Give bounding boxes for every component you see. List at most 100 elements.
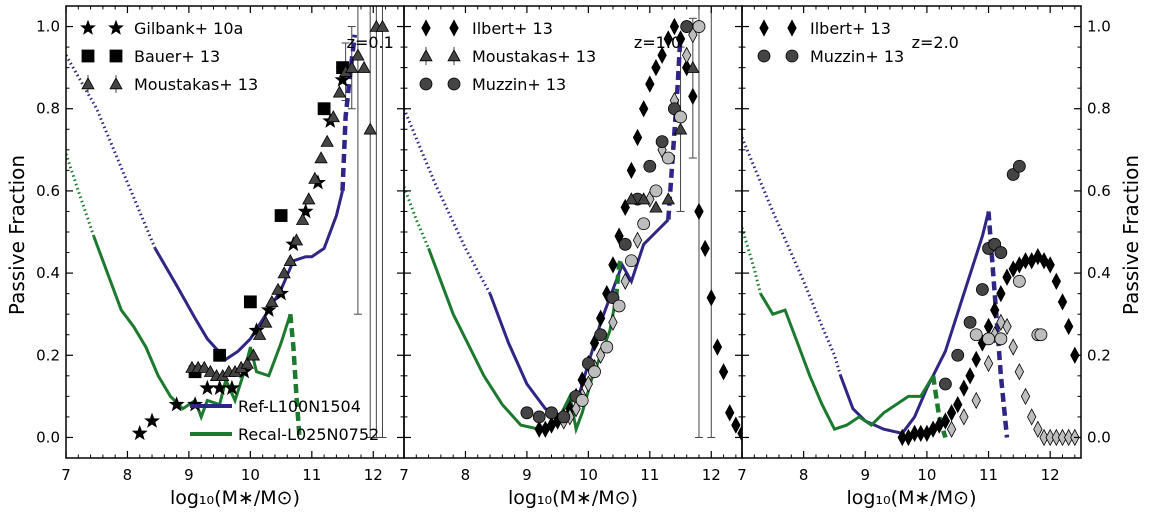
x-axis-label: log₁₀(M∗/M⊙)	[170, 487, 300, 509]
legend-marker	[757, 49, 771, 63]
data-point	[959, 408, 969, 426]
sim-line-solid	[759, 292, 935, 432]
legend-marker	[81, 49, 95, 63]
data-point	[289, 233, 304, 246]
x-tick-label: 12	[702, 466, 721, 484]
data-point	[320, 134, 334, 147]
y-tick-label: 0.8	[1087, 100, 1111, 118]
data-point	[1008, 338, 1018, 356]
data-point	[669, 17, 680, 36]
data-point	[608, 313, 618, 332]
data-point	[994, 332, 1008, 346]
data-point	[618, 237, 632, 251]
x-axis-label: log₁₀(M∗/M⊙)	[508, 487, 638, 509]
data-point	[649, 200, 663, 213]
data-point	[240, 356, 254, 369]
data-point	[983, 354, 994, 373]
legend-sim-label: Ref-L100N1504	[238, 397, 361, 416]
data-point	[131, 424, 148, 441]
data-point	[971, 391, 981, 410]
data-point	[655, 135, 669, 149]
data-point	[645, 75, 655, 93]
data-point	[688, 87, 698, 106]
data-point	[596, 309, 606, 327]
x-tick-label: 10	[917, 466, 936, 484]
data-point	[583, 375, 594, 393]
data-point	[295, 212, 310, 225]
plot-area	[404, 6, 742, 442]
data-point	[700, 239, 710, 258]
data-point	[982, 332, 995, 346]
data-point	[302, 192, 316, 205]
legend-marker	[109, 49, 123, 63]
sim-line-solid	[92, 235, 292, 422]
data-point	[946, 404, 957, 422]
data-point	[675, 30, 686, 48]
x-tick-label: 8	[799, 466, 809, 484]
data-point	[632, 128, 643, 147]
data-point	[575, 394, 589, 407]
data-point	[357, 60, 371, 73]
redshift-label: z=1.0	[634, 33, 681, 52]
legend-label: Bauer+ 13	[134, 47, 220, 66]
data-point	[1057, 293, 1068, 311]
data-point	[571, 400, 581, 418]
legend-marker	[109, 77, 123, 90]
data-point	[1014, 363, 1025, 381]
data-point	[1064, 428, 1074, 447]
legend-marker	[449, 19, 459, 37]
data-point	[1027, 408, 1037, 426]
data-point	[308, 171, 322, 184]
redshift-label: z=0.1	[347, 33, 394, 52]
y-tick-label: 0.8	[36, 100, 60, 118]
data-point	[651, 58, 661, 77]
data-point	[345, 60, 359, 73]
data-point	[588, 365, 601, 379]
data-point	[969, 328, 983, 342]
data-point	[351, 48, 365, 61]
data-point	[274, 209, 288, 222]
data-point	[252, 327, 267, 340]
data-point	[1045, 256, 1055, 274]
x-tick-label: 9	[522, 466, 532, 484]
panel-z01: 7 8 9 10 11 12 0.0 0.2 0.4 0.6 0.8 1.0 log₁₀(M∗/M⊙) z…	[36, 5, 405, 509]
data-point	[731, 416, 741, 434]
panels: 7 8 9 10 11 12 0.0 0.2 0.4 0.6 0.8 1.0 log₁₀(M∗/M⊙) z…	[36, 5, 1111, 509]
panel-z10: 7 8 9 10 11 12 log₁₀(M∗/M⊙) z=1.0 Ilbert+ 13 Mous…	[399, 5, 743, 509]
data-point	[994, 246, 1008, 259]
data-point	[1002, 317, 1012, 336]
data-point	[243, 295, 257, 309]
legend-marker	[759, 19, 769, 37]
y-tick-label: 0.0	[1087, 428, 1111, 446]
data-point	[946, 420, 957, 438]
legend-label: Moustakas+ 13	[134, 75, 258, 94]
legend-marker	[419, 49, 433, 62]
x-tick-label: 9	[860, 466, 870, 484]
data-point	[953, 395, 963, 414]
legend-label: Ilbert+ 13	[472, 19, 553, 38]
legend-marker	[80, 19, 96, 35]
data-point	[297, 203, 314, 219]
data-point	[224, 379, 240, 395]
legend-sim-label: Recal-L025N0752	[238, 425, 379, 444]
data-point	[1064, 317, 1074, 336]
data-point	[600, 340, 614, 354]
data-point	[643, 159, 657, 173]
data-point	[663, 30, 673, 48]
y-tick-label: 0.2	[1087, 346, 1111, 364]
x-tick-label: 8	[123, 466, 133, 484]
data-point	[213, 348, 227, 362]
legend-marker	[447, 77, 461, 91]
data-point	[1039, 428, 1049, 447]
data-point	[277, 266, 291, 279]
x-tick-label: 11	[302, 466, 321, 484]
legend-label: Ilbert+ 13	[810, 19, 891, 38]
sim-line-solid	[153, 190, 344, 362]
sim-line-dotted	[742, 136, 843, 377]
data-point	[1012, 159, 1026, 173]
data-point	[916, 424, 926, 442]
sim-line-dotted	[742, 227, 762, 294]
sim-line-dashed	[288, 313, 302, 438]
data-point	[959, 379, 969, 397]
data-point	[363, 122, 377, 135]
